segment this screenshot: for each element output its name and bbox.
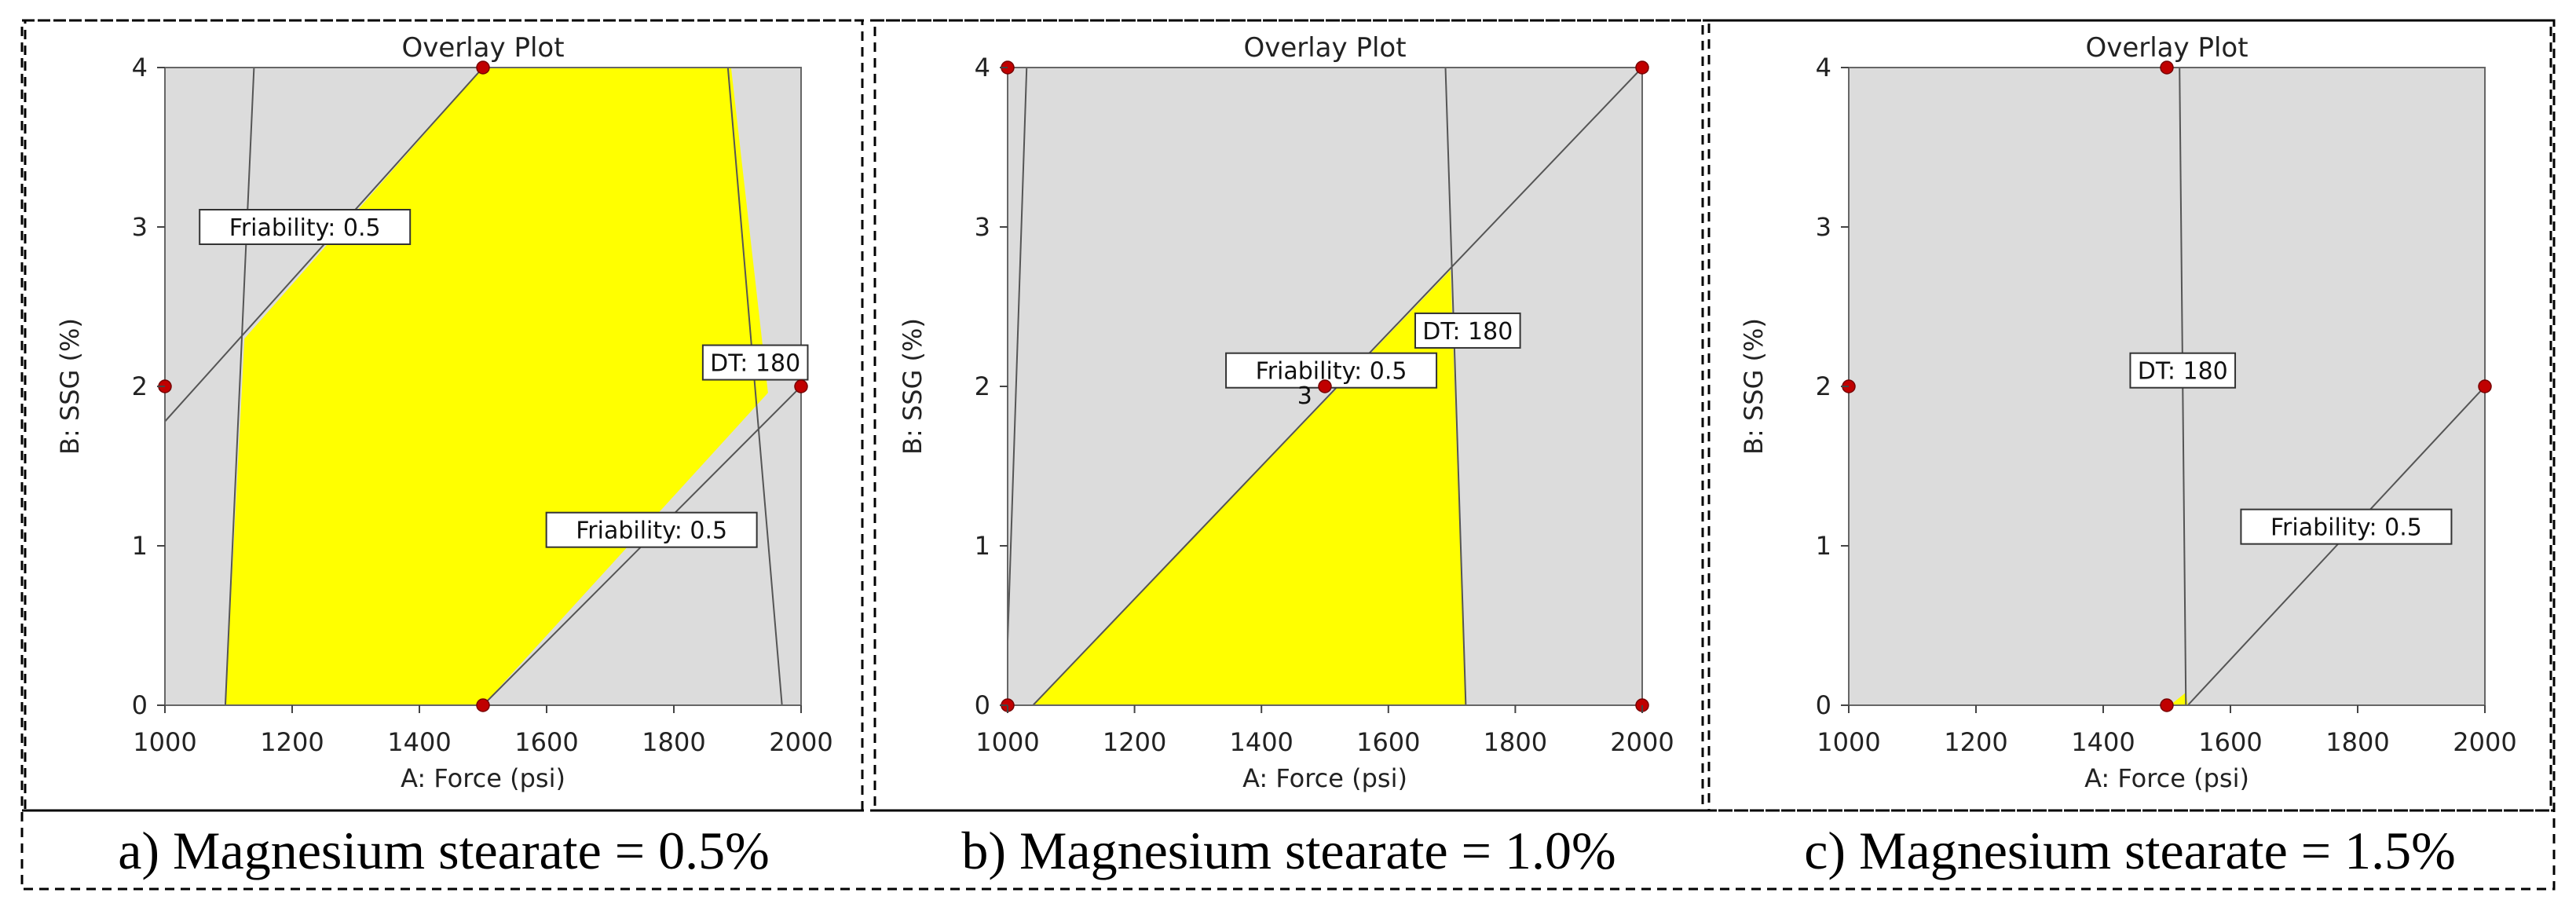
contour-label: Friability: 0.5 <box>576 518 727 545</box>
contour-line <box>224 68 255 705</box>
panel-frame <box>873 19 1704 812</box>
y-tick-label: 2 <box>132 371 148 401</box>
y-tick-label: 2 <box>1816 371 1831 401</box>
contour-label: Friability: 0.5 <box>1256 358 1407 386</box>
contour-label-box <box>2240 508 2453 545</box>
x-tick-label: 1000 <box>133 727 196 757</box>
design-point <box>794 379 808 393</box>
y-tick-label: 0 <box>132 690 148 720</box>
x-tick-label: 2000 <box>2453 727 2516 757</box>
design-point <box>2160 698 2174 712</box>
y-tick-label: 3 <box>132 212 148 242</box>
y-axis-label: B: SSG (%) <box>1739 318 1769 455</box>
x-tick-label: 2000 <box>769 727 832 757</box>
contour-label-box <box>199 209 412 245</box>
y-tick-label: 4 <box>1816 53 1831 82</box>
x-axis-label: A: Force (psi) <box>1242 763 1407 793</box>
point-count-label: 3 <box>1297 382 1312 410</box>
contour-label-box <box>701 344 809 381</box>
overlay-panel-2: Friability: 0.5 DT: 180 3 1000 1200 1400 1600 1… <box>898 32 1674 880</box>
design-point <box>1318 379 1332 393</box>
contour-line <box>1008 68 1028 642</box>
contour-label-box <box>1225 352 1438 389</box>
panel-frame <box>24 19 864 812</box>
design-point <box>1635 60 1649 75</box>
x-tick-label: 1800 <box>2325 727 2389 757</box>
design-point <box>2160 60 2174 75</box>
contour-label: Friability: 0.5 <box>229 214 381 242</box>
x-tick-label: 1600 <box>2198 727 2262 757</box>
plot-title: Overlay Plot <box>401 32 564 64</box>
x-tick-label: 1000 <box>975 727 1039 757</box>
x-tick-label: 1600 <box>514 727 578 757</box>
contour-line <box>726 68 783 705</box>
contour-label: DT: 180 <box>710 350 800 378</box>
plot-title: Overlay Plot <box>2085 32 2248 64</box>
panel-caption: c) Magnesium stearate = 1.5% <box>1804 821 2456 880</box>
x-tick-label: 1600 <box>1356 727 1420 757</box>
contour-label: DT: 180 <box>2138 358 2228 386</box>
y-tick-label: 1 <box>1816 531 1831 561</box>
overlay-panel-1: Friability: 0.5 Friability: 0.5 DT: 180 100… <box>55 32 833 880</box>
y-tick-label: 3 <box>1816 212 1831 242</box>
contour-line <box>1444 68 1467 705</box>
x-tick-label: 1200 <box>1103 727 1166 757</box>
x-tick-label: 1400 <box>1229 727 1293 757</box>
panel-caption: b) Magnesium stearate = 1.0% <box>961 821 1615 880</box>
contour-label-box <box>545 511 758 548</box>
contour-label: DT: 180 <box>1422 318 1513 346</box>
x-tick-label: 2000 <box>1610 727 1674 757</box>
contour-label-box <box>1414 312 1521 349</box>
contour-label: Friability: 0.5 <box>2270 514 2422 542</box>
y-tick-label: 0 <box>975 690 990 720</box>
y-axis-label: B: SSG (%) <box>898 318 928 455</box>
panel-caption: a) Magnesium stearate = 0.5% <box>118 821 770 880</box>
y-tick-label: 4 <box>132 53 148 82</box>
y-tick-label: 1 <box>975 531 990 561</box>
y-tick-label: 4 <box>975 53 990 82</box>
x-tick-label: 1400 <box>2071 727 2135 757</box>
y-axis-label: B: SSG (%) <box>55 318 85 455</box>
x-tick-label: 1200 <box>260 727 324 757</box>
design-point <box>2478 379 2492 393</box>
plot-title: Overlay Plot <box>1243 32 1406 64</box>
y-tick-label: 3 <box>975 212 990 242</box>
x-tick-label: 1000 <box>1817 727 1880 757</box>
x-tick-label: 1200 <box>1944 727 2007 757</box>
y-tick-label: 2 <box>975 371 990 401</box>
x-tick-label: 1400 <box>387 727 451 757</box>
y-tick-label: 1 <box>132 531 148 561</box>
contour-label-box <box>2129 352 2237 389</box>
x-tick-label: 1800 <box>642 727 705 757</box>
design-point <box>476 60 490 75</box>
overlay-panel-3: DT: 180 Friability: 0.5 1000 1200 1400 1600 18… <box>1739 32 2517 880</box>
x-tick-label: 1800 <box>1484 727 1547 757</box>
contour-line <box>2186 386 2485 705</box>
feasible-region <box>2170 692 2188 705</box>
design-point <box>476 698 490 712</box>
x-axis-label: A: Force (psi) <box>2084 763 2249 793</box>
x-axis-label: A: Force (psi) <box>401 763 565 793</box>
y-tick-label: 0 <box>1816 690 1831 720</box>
